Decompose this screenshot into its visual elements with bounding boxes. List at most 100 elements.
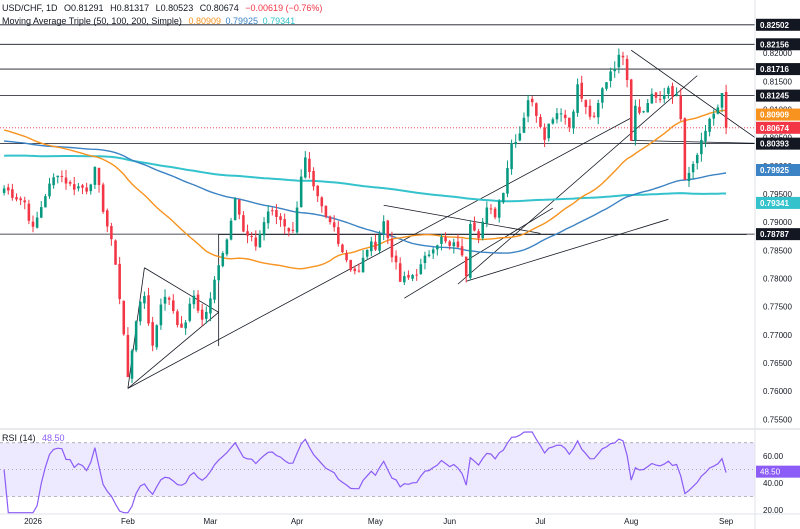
candle-body bbox=[316, 185, 319, 197]
time-tick-label: 2026 bbox=[24, 517, 42, 526]
candle-body bbox=[266, 211, 270, 224]
candle-body bbox=[341, 244, 344, 253]
candle-body bbox=[114, 240, 117, 265]
candle-body bbox=[695, 154, 699, 164]
candle-body bbox=[497, 201, 501, 218]
rsi-pane: 60.00 40.00 20.00 48.50 bbox=[0, 428, 800, 515]
candle-body bbox=[559, 113, 563, 115]
candle-body bbox=[667, 87, 670, 94]
price-axis[interactable]: 0.820000.815000.810000.805000.800000.795… bbox=[754, 0, 800, 529]
candle-body bbox=[390, 238, 394, 258]
candle-body bbox=[427, 254, 431, 256]
candle-body bbox=[337, 227, 340, 244]
candle-body bbox=[357, 270, 361, 272]
candle-body bbox=[52, 177, 55, 186]
close-value: C0.80674 bbox=[199, 3, 239, 13]
candle-body bbox=[621, 55, 625, 58]
candle-body bbox=[85, 187, 88, 192]
candle-body bbox=[93, 166, 97, 185]
candle-body bbox=[184, 322, 187, 329]
candle-body bbox=[238, 199, 241, 215]
candle-body bbox=[675, 94, 678, 97]
candle-body bbox=[77, 186, 80, 189]
price-tick-label: 0.81500 bbox=[763, 77, 792, 86]
trendline bbox=[127, 311, 219, 389]
candle-body bbox=[530, 98, 534, 103]
candle-body bbox=[126, 335, 130, 378]
candle-body bbox=[634, 105, 637, 141]
symbol-header: USD/CHF, 1D O0.81291 H0.81317 L0.80523 C… bbox=[2, 3, 326, 13]
candle-body bbox=[601, 88, 604, 103]
candle-body bbox=[596, 103, 600, 118]
candle-body bbox=[324, 205, 328, 217]
time-axis[interactable]: 2026 Feb Mar Apr May Jun Jul Aug Sep bbox=[0, 513, 800, 526]
candle-body bbox=[242, 215, 245, 232]
candle-body bbox=[650, 93, 654, 104]
price-tick-label: 0.78000 bbox=[763, 274, 792, 283]
price-level-tag bbox=[756, 89, 800, 102]
candle-body bbox=[580, 82, 584, 99]
rsi-header[interactable]: RSI (14) 48.50 bbox=[2, 433, 69, 443]
candle-body bbox=[485, 207, 489, 224]
trendline bbox=[630, 49, 756, 138]
candle-body bbox=[514, 142, 517, 145]
ma200-value: 0.79341 bbox=[262, 16, 296, 26]
candle-body bbox=[110, 226, 113, 240]
candles bbox=[2, 48, 728, 384]
candle-body bbox=[176, 311, 179, 326]
candle-body bbox=[56, 175, 60, 178]
candle-body bbox=[716, 107, 720, 114]
price-level-label: 0.81716 bbox=[760, 65, 789, 74]
rsi-tick-label: 20.00 bbox=[763, 506, 784, 515]
candle-body bbox=[229, 220, 233, 240]
candle-body bbox=[386, 220, 390, 239]
candle-body bbox=[609, 71, 612, 81]
trendline bbox=[466, 218, 669, 282]
candle-body bbox=[394, 255, 398, 263]
rsi-tick-label: 40.00 bbox=[763, 479, 784, 488]
price-level-tag bbox=[756, 228, 800, 241]
price-tick-label: 0.79500 bbox=[763, 190, 792, 199]
trendline bbox=[383, 204, 541, 234]
candle-body bbox=[328, 216, 332, 223]
candle-body bbox=[555, 113, 559, 120]
candle-body bbox=[345, 253, 348, 261]
candle-body bbox=[304, 157, 307, 178]
price-tick-label: 0.77000 bbox=[763, 331, 792, 340]
price-level-label: 0.80909 bbox=[760, 111, 789, 120]
ma50-value: 0.80909 bbox=[188, 16, 221, 26]
candle-body bbox=[629, 79, 633, 141]
candle-body bbox=[19, 198, 22, 201]
candle-body bbox=[658, 98, 662, 100]
candle-body bbox=[320, 197, 324, 207]
trendline bbox=[457, 75, 698, 285]
price-level-label: 0.79925 bbox=[760, 166, 789, 175]
ma50-line bbox=[3, 109, 727, 270]
candle-body bbox=[502, 192, 505, 203]
rsi-name: RSI (14) bbox=[2, 433, 36, 443]
candle-body bbox=[151, 322, 154, 346]
candle-body bbox=[81, 185, 84, 188]
symbol-label[interactable]: USD/CHF, 1D bbox=[2, 3, 58, 13]
candle-body bbox=[708, 118, 711, 132]
indicator-header[interactable]: Moving Average Triple (50, 100, 200, Sim… bbox=[2, 16, 299, 26]
candle-body bbox=[613, 68, 617, 72]
time-tick-label: Jul bbox=[535, 517, 545, 526]
price-level-tag bbox=[756, 18, 800, 31]
candle-body bbox=[493, 208, 497, 218]
candle-body bbox=[308, 158, 311, 173]
candle-body bbox=[592, 115, 596, 117]
candle-body bbox=[720, 92, 724, 108]
candle-body bbox=[477, 231, 480, 239]
candle-body bbox=[205, 311, 208, 319]
candle-body bbox=[431, 249, 435, 254]
candle-body bbox=[275, 209, 278, 217]
candle-body bbox=[563, 114, 567, 119]
candle-body bbox=[398, 263, 402, 282]
candle-body bbox=[687, 172, 691, 181]
candle-body bbox=[365, 249, 369, 257]
price-tick-label: 0.76500 bbox=[763, 359, 792, 368]
change-value: −0.00619 (−0.76%) bbox=[245, 3, 323, 13]
candle-body bbox=[200, 309, 204, 320]
